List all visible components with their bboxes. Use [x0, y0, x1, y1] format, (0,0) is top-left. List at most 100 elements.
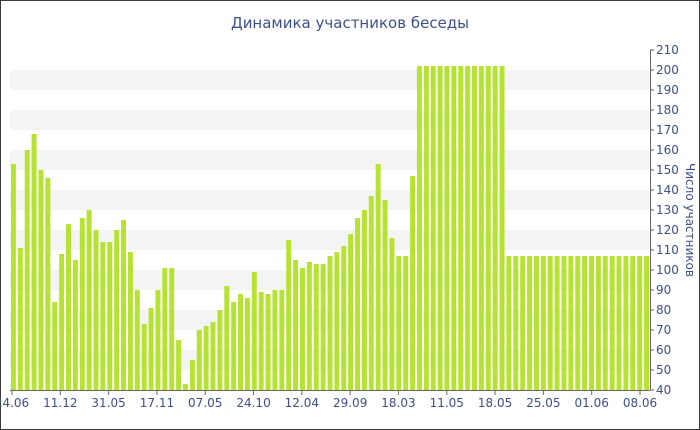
bar: [217, 310, 223, 390]
y-tick-label: 70: [656, 323, 671, 337]
bar: [203, 326, 209, 390]
bar: [527, 256, 533, 390]
bar: [327, 256, 333, 390]
x-tick-label: 18.03: [381, 396, 415, 410]
grid-band: [10, 190, 650, 210]
bar: [602, 256, 608, 390]
bar: [396, 256, 402, 390]
bar: [506, 256, 512, 390]
bar: [403, 256, 409, 390]
bar: [224, 286, 230, 390]
bar: [630, 256, 636, 390]
y-tick-label: 50: [656, 363, 671, 377]
x-axis: 24.06 11.12 31.05 17.11 07.05 24.10 12.04 29.09…: [0, 390, 657, 410]
x-tick-label: 11.12: [43, 396, 77, 410]
x-tick-label: 29.09: [333, 396, 367, 410]
y-tick-label: 120: [656, 223, 679, 237]
bar: [451, 66, 457, 390]
bar: [368, 196, 374, 390]
bar: [575, 256, 581, 390]
bar: [623, 256, 629, 390]
bar: [148, 308, 154, 390]
y-tick-label: 110: [656, 243, 679, 257]
bar: [561, 256, 567, 390]
bar: [437, 66, 443, 390]
bar: [114, 230, 120, 390]
bar: [134, 290, 140, 390]
bar: [141, 324, 147, 390]
y-axis: 40 50 60 70 80 90 100 110 120 130 140 150 160 170 180 1…: [650, 43, 679, 397]
bar: [410, 176, 416, 390]
bar: [66, 224, 71, 390]
y-tick-label: 190: [656, 83, 679, 97]
y-tick-label: 100: [656, 263, 679, 277]
y-axis-label: Число участников: [683, 163, 697, 277]
bar: [107, 242, 113, 390]
bar: [210, 322, 216, 390]
bar: [93, 230, 99, 390]
bar: [272, 290, 278, 390]
bar: [258, 292, 264, 390]
bar: [251, 272, 257, 390]
y-tick-label: 180: [656, 103, 679, 117]
bar: [616, 256, 622, 390]
bar: [72, 260, 78, 390]
bar: [31, 134, 37, 390]
bar: [86, 210, 92, 390]
bar: [300, 268, 305, 390]
bar: [286, 240, 292, 390]
bar: [472, 66, 477, 390]
bar: [17, 248, 23, 390]
bar: [416, 66, 422, 390]
bar: [355, 218, 360, 390]
bar: [582, 256, 588, 390]
x-tick-label: 31.05: [91, 396, 125, 410]
bar: [244, 298, 250, 390]
bar: [279, 290, 285, 390]
chart-title: Динамика участников беседы: [231, 14, 469, 32]
bar: [169, 268, 175, 390]
bar: [320, 264, 326, 390]
x-tick-label: 17.11: [140, 396, 174, 410]
grid-band: [10, 110, 650, 130]
bar: [127, 252, 133, 390]
y-tick-label: 90: [656, 283, 671, 297]
bar: [520, 256, 526, 390]
bar: [341, 246, 347, 390]
y-tick-label: 140: [656, 183, 679, 197]
bar: [430, 66, 436, 390]
bar: [589, 256, 594, 390]
bar: [155, 290, 161, 390]
bar: [389, 238, 395, 390]
bar: [162, 268, 168, 390]
x-tick-label: 08.06: [623, 396, 657, 410]
bar: [189, 360, 195, 390]
x-tick-label: 07.05: [188, 396, 222, 410]
bar: [547, 256, 553, 390]
bar: [568, 256, 574, 390]
bar: [361, 210, 367, 390]
bar: [238, 294, 244, 390]
bar: [196, 330, 202, 390]
x-tick-label: 18.05: [478, 396, 512, 410]
bar: [595, 256, 601, 390]
bar: [79, 218, 85, 390]
x-tick-label: 11.05: [430, 396, 464, 410]
bar: [609, 256, 615, 390]
bar: [24, 150, 30, 390]
grid-band: [10, 70, 650, 90]
grid-band: [10, 230, 650, 250]
bar: [444, 66, 450, 390]
bar: [423, 66, 429, 390]
y-tick-label: 160: [656, 143, 679, 157]
bars: [10, 66, 650, 390]
y-tick-label: 170: [656, 123, 679, 137]
y-tick-label: 80: [656, 303, 671, 317]
bar: [306, 262, 312, 390]
bar: [533, 256, 539, 390]
bar: [121, 220, 127, 390]
bar: [59, 254, 65, 390]
bar: [478, 66, 484, 390]
bar: [485, 66, 491, 390]
